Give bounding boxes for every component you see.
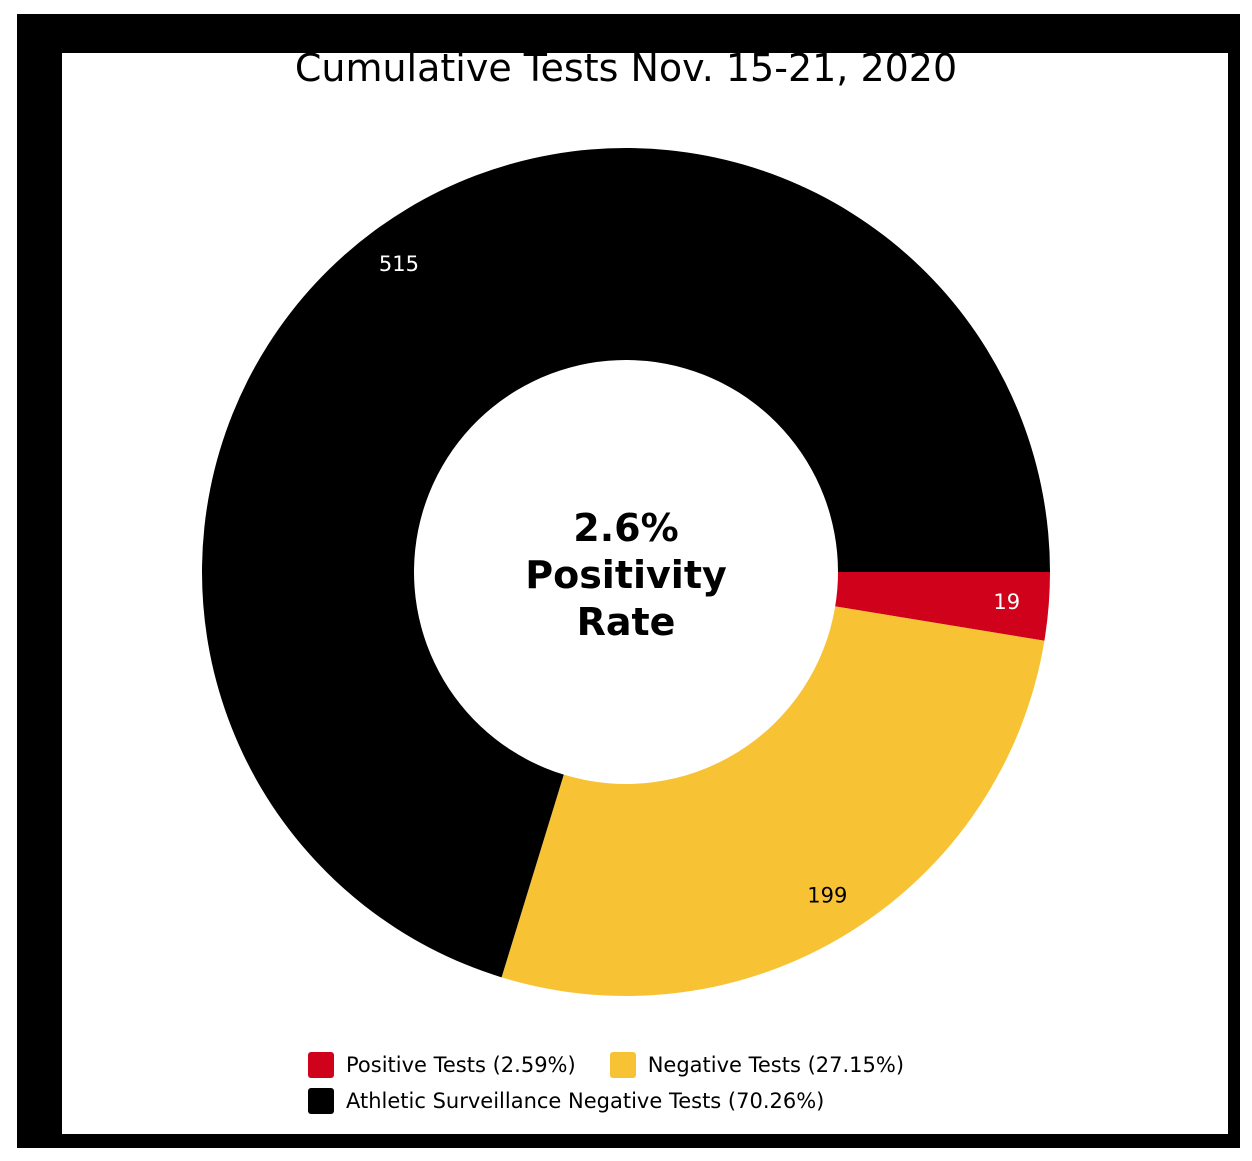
slice-value-label-negative: 199 bbox=[807, 884, 847, 908]
chart-legend: Positive Tests (2.59%) Negative Tests (2… bbox=[308, 1047, 938, 1119]
center-label-line-3: Rate bbox=[576, 600, 676, 644]
legend-label-negative: Negative Tests (27.15%) bbox=[647, 1053, 905, 1077]
donut-slice-labels: 19 199 515 bbox=[379, 252, 1020, 908]
center-label-line-1: 2.6% bbox=[573, 506, 679, 550]
donut-slices bbox=[202, 147, 1050, 996]
legend-label-positive: Positive Tests (2.59%) bbox=[346, 1053, 576, 1077]
center-label-line-2: Positivity bbox=[525, 553, 727, 597]
slice-value-label-athletic: 515 bbox=[379, 252, 419, 276]
chart-title: Cumulative Tests Nov. 15-21, 2020 bbox=[294, 46, 958, 90]
legend-label-athletic: Athletic Surveillance Negative Tests (70… bbox=[346, 1089, 825, 1113]
legend-swatch-positive bbox=[308, 1052, 334, 1078]
legend-row-2: Athletic Surveillance Negative Tests (70… bbox=[308, 1083, 938, 1119]
legend-item-athletic: Athletic Surveillance Negative Tests (70… bbox=[308, 1088, 824, 1114]
donut-slice-athletic bbox=[202, 147, 1050, 978]
legend-swatch-negative bbox=[609, 1052, 636, 1078]
legend-swatch-athletic bbox=[308, 1088, 334, 1114]
slice-value-label-positive: 19 bbox=[993, 590, 1020, 614]
positivity-rate-label: 2.6% Positivity Rate bbox=[476, 505, 776, 646]
legend-item-positive: Positive Tests (2.59%) bbox=[308, 1052, 576, 1078]
donut-slice-positive bbox=[835, 572, 1050, 641]
legend-row-1: Positive Tests (2.59%) Negative Tests (2… bbox=[308, 1047, 938, 1083]
legend-item-negative: Negative Tests (27.15%) bbox=[609, 1052, 905, 1078]
donut-slice-negative bbox=[501, 606, 1045, 996]
